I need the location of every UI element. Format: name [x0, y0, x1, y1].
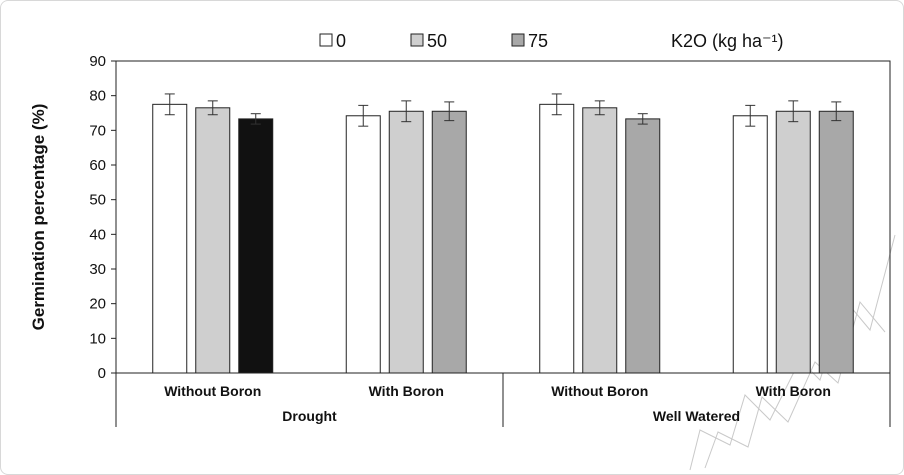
bar [195, 107, 231, 374]
bar [775, 110, 811, 374]
y-tick-label: 50 [89, 192, 106, 209]
y-tick-label: 90 [89, 53, 106, 70]
x-axis: Without Boron With Boron Without Boron With… [115, 373, 891, 427]
y-tick-label: 20 [89, 296, 106, 313]
y-tick-label: 40 [89, 226, 106, 243]
x-category-label: With Boron [756, 383, 831, 399]
bar [238, 118, 274, 374]
bar [152, 103, 188, 374]
bar [539, 103, 575, 374]
y-tick-label: 10 [89, 330, 106, 347]
legend-swatch-75 [511, 33, 525, 47]
x-category-label: Without Boron [551, 383, 648, 399]
legend-label-50: 50 [427, 31, 447, 51]
x-category-label: Without Boron [164, 383, 261, 399]
bar [431, 110, 467, 374]
legend-swatch-0 [319, 33, 333, 47]
y-tick-label: 0 [98, 365, 106, 382]
legend-title: K2O (kg ha⁻¹) [671, 31, 784, 51]
bars [152, 103, 854, 374]
bar [625, 118, 661, 374]
y-tick-label: 60 [89, 157, 106, 174]
y-axis: 0 10 20 30 40 50 60 70 80 90 [89, 53, 116, 382]
x-category-label: With Boron [369, 383, 444, 399]
bar [345, 115, 381, 374]
x-group-label: Well Watered [653, 408, 740, 424]
legend: 0 50 75 K2O (kg ha⁻¹) [319, 31, 784, 51]
y-tick-label: 30 [89, 261, 106, 278]
bar [388, 110, 424, 374]
legend-swatch-50 [410, 33, 424, 47]
legend-label-75: 75 [528, 31, 548, 51]
y-axis-label: Germination percentage (%) [29, 104, 48, 331]
error-bars [164, 93, 842, 127]
y-tick-label: 80 [89, 88, 106, 105]
bar [732, 115, 768, 374]
y-tick-label: 70 [89, 122, 106, 139]
bar [818, 110, 854, 374]
legend-label-0: 0 [336, 31, 346, 51]
x-group-label: Drought [282, 408, 337, 424]
plot-area [115, 60, 891, 374]
bar [582, 107, 618, 374]
